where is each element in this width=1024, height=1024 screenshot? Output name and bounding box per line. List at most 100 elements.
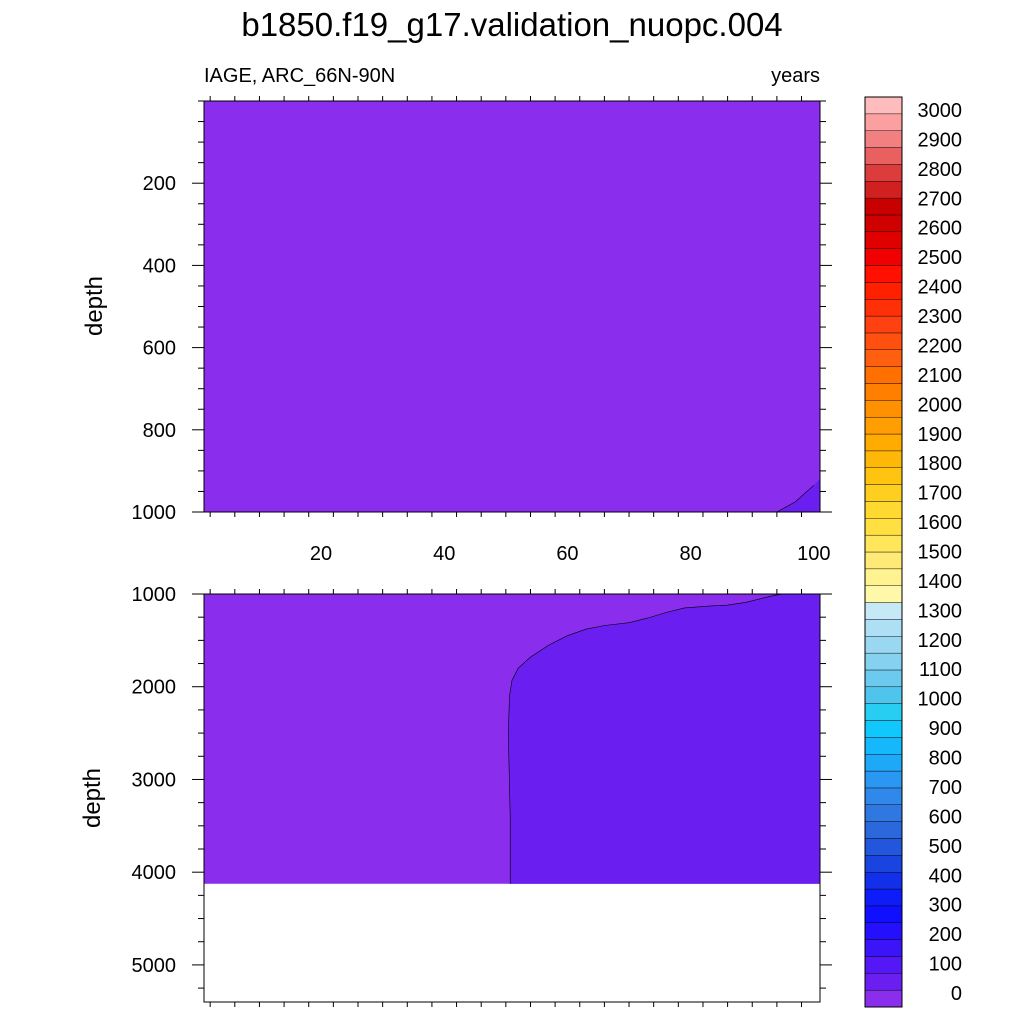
colorbar-box (864, 551, 903, 570)
colorbar-label: 300 (929, 895, 962, 917)
contour-line (776, 485, 814, 513)
colorbar-box (864, 349, 903, 367)
colorbar-label: 1800 (918, 453, 963, 475)
colorbar-box (864, 838, 903, 856)
colorbar-box (864, 636, 903, 654)
colorbar-label: 2200 (918, 335, 963, 357)
colorbar-box (864, 484, 903, 502)
colorbar-box (864, 315, 903, 334)
colorbar-box (864, 433, 903, 452)
colorbar-box (864, 214, 903, 233)
colorbar-box (864, 737, 903, 755)
colorbar-box (864, 871, 903, 890)
colorbar-label: 900 (929, 718, 962, 740)
y-tick-label: 4000 (132, 862, 177, 884)
colorbar-box (864, 450, 903, 468)
colorbar-label: 1200 (918, 630, 963, 652)
colorbar-label: 400 (929, 865, 962, 887)
colorbar-label: 2600 (918, 218, 963, 240)
colorbar-label: 3000 (918, 100, 963, 122)
colorbar-label: 200 (929, 924, 962, 946)
y-tick-label: 5000 (132, 955, 177, 977)
colorbar-label: 2000 (918, 394, 963, 416)
colorbar-box (864, 366, 903, 384)
colorbar-label: 1100 (919, 659, 962, 681)
colorbar-label: 2400 (918, 277, 963, 299)
colorbar-box (864, 130, 903, 148)
colorbar-box (864, 585, 903, 603)
colorbar: 0 100 200 300 400 500 600 700 800 900 1000 1100 1200… (864, 96, 963, 1008)
lower-y-axis-label: depth (79, 768, 106, 828)
colorbar-label: 700 (929, 777, 962, 799)
upper-y-axis-label: depth (81, 276, 108, 336)
colorbar-label: 1300 (918, 600, 963, 622)
colorbar-box (864, 989, 903, 1008)
colorbar-box (864, 602, 903, 620)
colorbar-box (864, 467, 903, 485)
colorbar-box (864, 770, 903, 789)
colorbar-box (864, 113, 903, 131)
y-tick-label: 400 (143, 255, 176, 277)
plot-frame (203, 593, 821, 1003)
colorbar-label: 100 (929, 954, 962, 976)
colorbar-box (864, 568, 903, 586)
colorbar-box (864, 787, 903, 805)
upper-panel: 20 40 60 80 100 200 400 600 800 1000 (132, 96, 832, 565)
colorbar-label: 2100 (918, 365, 963, 387)
y-tick-label: 1000 (132, 502, 177, 524)
left-string: IAGE, ARC_66N-90N (204, 65, 395, 87)
colorbar-label: 0 (951, 983, 962, 1005)
lower-panel: 1000 2000 3000 4000 5000 (132, 584, 832, 1007)
colorbar-frame (864, 96, 903, 1008)
colorbar-box (864, 973, 903, 991)
colorbar-box (864, 164, 903, 182)
colorbar-label: 2800 (918, 159, 963, 181)
colorbar-box (864, 197, 903, 216)
colorbar-box (864, 855, 903, 873)
colorbar-label: 1000 (918, 689, 963, 711)
colorbar-box (864, 181, 903, 199)
contour-fill-region (776, 479, 820, 512)
x-tick-label: 100 (797, 543, 830, 565)
x-tick-label: 20 (310, 543, 332, 565)
y-tick-label: 1000 (132, 584, 177, 606)
colorbar-box (864, 804, 903, 822)
colorbar-box (864, 501, 903, 519)
colorbar-label: 1600 (918, 512, 963, 534)
colorbar-label: 2300 (918, 306, 963, 328)
colorbar-label: 2900 (918, 129, 963, 151)
colorbar-label: 2700 (918, 188, 963, 210)
colorbar-box (864, 534, 903, 553)
colorbar-box (864, 922, 903, 940)
colorbar-label: 1500 (918, 542, 963, 564)
x-tick-label: 80 (680, 543, 702, 565)
y-tick-label: 200 (143, 173, 176, 195)
y-tick-label: 2000 (132, 677, 177, 699)
colorbar-box (864, 383, 903, 401)
colorbar-box (864, 96, 903, 115)
right-string: years (771, 65, 820, 87)
x-tick-label: 60 (556, 543, 578, 565)
colorbar-box (864, 905, 903, 923)
colorbar-box (864, 669, 903, 688)
contour-fill-region (508, 594, 820, 884)
contour-fill-background (204, 101, 820, 512)
colorbar-label: 500 (929, 836, 962, 858)
colorbar-box (864, 518, 903, 536)
colorbar-label: 1700 (918, 483, 963, 505)
colorbar-box (864, 652, 903, 671)
colorbar-label: 1900 (918, 424, 963, 446)
y-tick-label: 600 (143, 338, 176, 360)
colorbar-box (864, 686, 903, 704)
colorbar-box (864, 754, 903, 772)
colorbar-box (864, 888, 903, 907)
figure-title: b1850.f19_g17.validation_nuopc.004 (241, 6, 782, 43)
colorbar-box (864, 619, 903, 637)
colorbar-label: 1400 (918, 571, 963, 593)
colorbar-box (864, 147, 903, 165)
x-tick-label: 40 (433, 543, 455, 565)
colorbar-label: 800 (929, 748, 962, 770)
colorbar-box (864, 332, 903, 350)
colorbar-box (864, 231, 903, 249)
colorbar-box (864, 720, 903, 738)
